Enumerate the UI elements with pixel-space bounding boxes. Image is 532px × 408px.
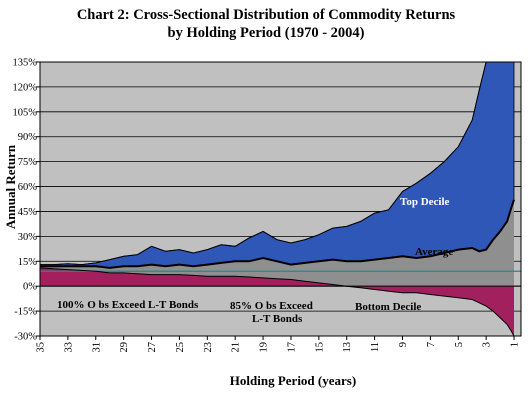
plot-frame — [39, 61, 522, 337]
annotation-100pct: 100% O bs Exceed L-T Bonds — [57, 299, 199, 311]
x-tick-label: 33 — [63, 342, 74, 353]
x-tick-label: 31 — [91, 342, 102, 353]
y-tick-label: 75% — [18, 157, 38, 168]
annotation-85pct-line1: 85% O bs Exceed — [230, 300, 313, 312]
annotation-bottom-decile: Bottom Decile — [355, 301, 421, 313]
x-tick-label: 13 — [342, 342, 353, 353]
x-tick-label: 7 — [426, 342, 437, 347]
area-bottom-decile — [40, 267, 514, 336]
y-tick-label: 45% — [18, 207, 38, 218]
line-average — [40, 199, 515, 269]
annotation-average: Average — [415, 246, 453, 258]
annotation-top-decile: Top Decile — [400, 196, 450, 208]
x-tick-label: 1 — [510, 342, 521, 347]
x-tick-label: 15 — [314, 342, 325, 353]
chart-title-line2: by Holding Period (1970 - 2004) — [167, 25, 365, 41]
chart-title-line1: Chart 2: Cross-Sectional Distribution of… — [76, 7, 456, 23]
y-tick-label: 60% — [18, 182, 38, 193]
x-tick-label: 35 — [36, 342, 47, 353]
annotation-85pct-line2: L-T Bonds — [252, 313, 303, 325]
y-axis-title: Annual Return — [3, 144, 18, 229]
x-tick-label: 21 — [231, 342, 242, 353]
line-top-decile — [40, 61, 514, 266]
x-tick-label: 23 — [203, 342, 214, 353]
x-tick-label: 19 — [259, 342, 270, 353]
line-bottom-decile — [39, 267, 515, 337]
y-tick-label: 30% — [18, 232, 38, 243]
x-tick-label: 25 — [175, 342, 186, 353]
chart-title: Chart 2: Cross-Sectional Distribution of… — [0, 6, 532, 42]
y-tick-label: 120% — [13, 82, 38, 93]
x-tick-label: 17 — [286, 342, 297, 353]
x-axis-title: Holding Period (years) — [230, 373, 356, 388]
y-tick-label: 15% — [18, 257, 38, 268]
y-tick-label: 105% — [13, 107, 38, 118]
x-tick-label: 27 — [147, 342, 158, 353]
y-tick-label: 135% — [13, 58, 38, 69]
x-tick-label: 9 — [398, 342, 409, 347]
y-tick-label: 90% — [18, 132, 38, 143]
x-tick-label: 5 — [454, 342, 465, 347]
y-tick-label: 0% — [23, 282, 37, 293]
y-tick-label: -30% — [14, 332, 37, 343]
x-tick-label: 29 — [119, 342, 130, 353]
x-tick-label: 11 — [370, 342, 381, 352]
x-tick-label: 3 — [482, 342, 493, 347]
y-tick-label: -15% — [14, 307, 37, 318]
area-mid-band — [40, 199, 514, 287]
